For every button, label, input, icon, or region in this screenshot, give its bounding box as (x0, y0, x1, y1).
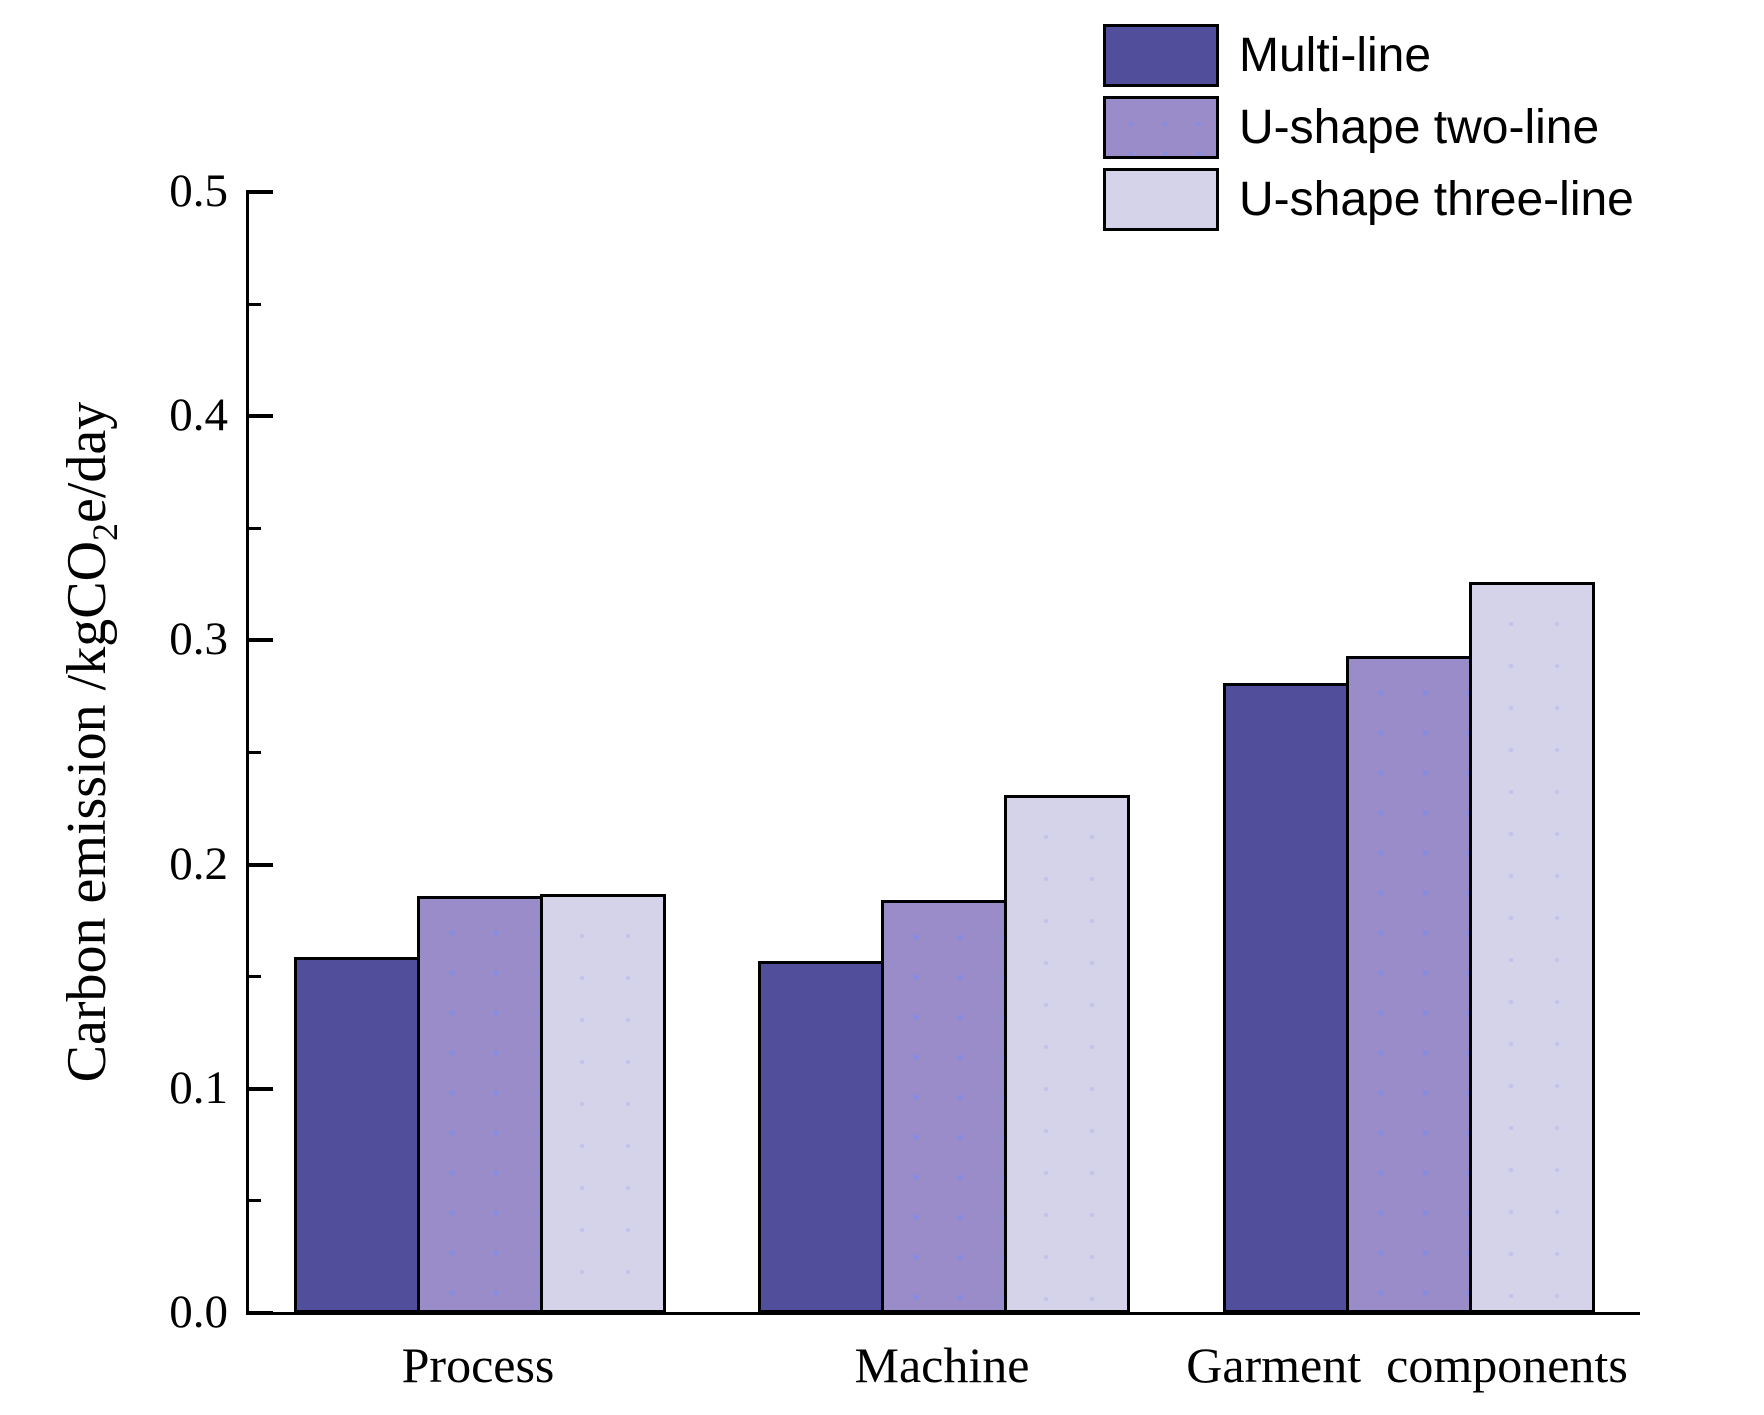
y-major-tick (248, 862, 273, 867)
y-axis-title-subscript: 2 (85, 522, 126, 541)
legend-label: U-shape two-line (1239, 101, 1600, 154)
y-tick-label: 0.3 (169, 613, 228, 666)
bar-u-shape-two-line-garment-components (1345, 656, 1472, 1313)
y-axis-line (246, 190, 249, 1315)
x-axis-line (246, 1312, 1640, 1315)
y-axis-title: Carbon emission /kgCO2e/day (55, 312, 125, 1172)
legend-swatch-icon (1103, 168, 1219, 231)
y-tick-label: 0.1 (169, 1061, 228, 1114)
legend-item: U-shape two-line (1103, 96, 1634, 159)
bar-u-shape-two-line-machine (880, 900, 1007, 1313)
y-major-tick (248, 638, 273, 643)
y-minor-tick (248, 1199, 261, 1203)
bar-u-shape-two-line-process (416, 895, 543, 1313)
y-minor-tick (248, 975, 261, 979)
bar-multi-line-garment-components (1222, 682, 1349, 1313)
bar-u-shape-three-line-garment-components (1468, 582, 1595, 1313)
x-category-label: Machine (854, 1337, 1030, 1393)
y-major-tick (248, 1086, 273, 1091)
y-tick-label: 0.5 (169, 165, 228, 217)
y-minor-tick (248, 526, 261, 530)
y-minor-tick (248, 751, 261, 754)
legend-swatch-icon (1103, 96, 1219, 159)
bar-u-shape-three-line-process (539, 893, 666, 1313)
legend: Multi-line U-shape two-line U-shape three-… (1103, 24, 1634, 240)
legend-label: U-shape three-line (1239, 173, 1634, 226)
legend-item: U-shape three-line (1103, 168, 1634, 231)
bar-multi-line-machine (757, 961, 884, 1313)
y-major-tick (248, 1311, 273, 1315)
legend-label: Multi-line (1239, 29, 1432, 82)
legend-swatch-icon (1103, 24, 1219, 87)
y-tick-label: 0.2 (169, 837, 228, 890)
y-major-tick (248, 190, 273, 194)
bar-u-shape-three-line-machine (1003, 795, 1130, 1313)
y-tick-label: 0.0 (169, 1286, 228, 1338)
x-category-label: Process (401, 1337, 555, 1393)
y-tick-label: 0.4 (169, 389, 228, 442)
x-category-label: Garment components (1186, 1337, 1628, 1393)
bar-multi-line-process (293, 956, 420, 1313)
legend-item: Multi-line (1103, 24, 1634, 87)
y-major-tick (248, 414, 273, 419)
y-minor-tick (248, 302, 261, 306)
